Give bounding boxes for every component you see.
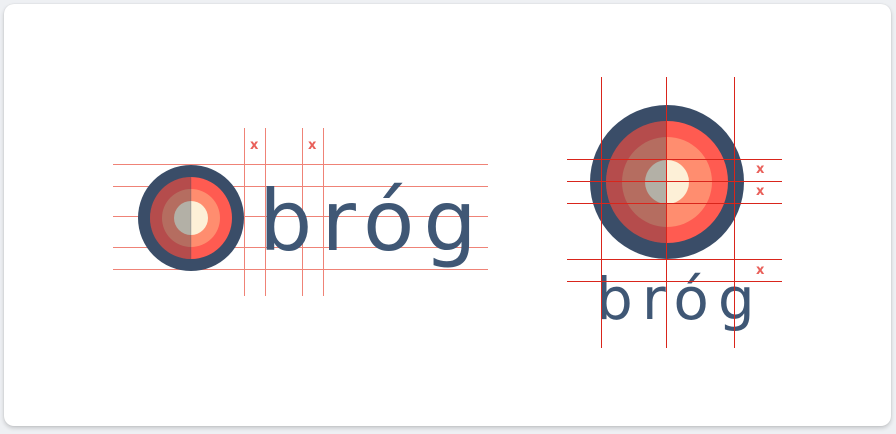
guide-line: [666, 77, 667, 348]
guide-line: [113, 186, 488, 187]
guide-line: [113, 216, 488, 217]
brog-emblem-icon: [590, 105, 744, 259]
spacing-marker: x: [308, 138, 317, 153]
guide-line: [244, 128, 245, 296]
guide-line: [567, 281, 782, 282]
guide-line: [567, 259, 782, 260]
spacing-marker: x: [756, 162, 765, 177]
guide-line: [113, 247, 488, 248]
guide-line: [265, 128, 266, 296]
guide-line: [323, 128, 324, 296]
guide-line: [734, 77, 735, 348]
wordmark: bróg: [259, 172, 486, 270]
guide-line: [601, 77, 602, 348]
guide-line: [113, 269, 488, 270]
spacing-marker: x: [756, 184, 765, 199]
guide-line: [567, 181, 782, 182]
spacing-marker: x: [250, 138, 259, 153]
guide-line: [567, 203, 782, 204]
wordmark: bróg: [596, 265, 764, 333]
spacing-marker: x: [756, 263, 765, 278]
brog-emblem-icon: [138, 165, 244, 271]
guide-line: [567, 159, 782, 160]
guide-line: [302, 128, 303, 296]
guide-line: [113, 164, 488, 165]
